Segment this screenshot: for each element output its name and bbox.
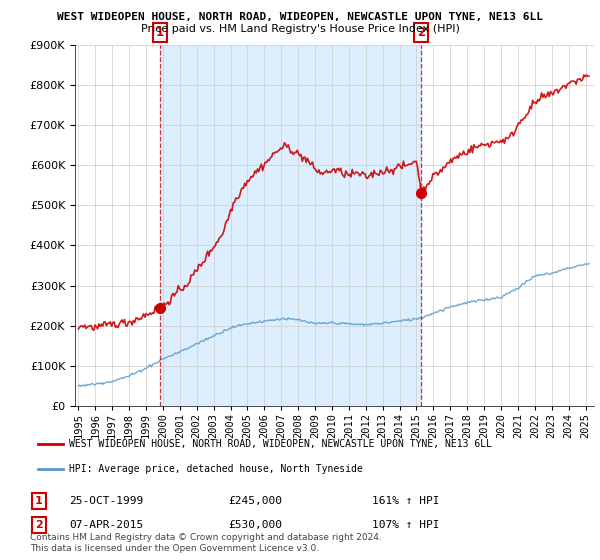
Text: 25-OCT-1999: 25-OCT-1999	[69, 496, 143, 506]
Text: HPI: Average price, detached house, North Tyneside: HPI: Average price, detached house, Nort…	[69, 464, 363, 474]
Text: Contains HM Land Registry data © Crown copyright and database right 2024.
This d: Contains HM Land Registry data © Crown c…	[30, 533, 382, 553]
Text: 1: 1	[155, 26, 164, 39]
Text: WEST WIDEOPEN HOUSE, NORTH ROAD, WIDEOPEN, NEWCASTLE UPON TYNE, NE13 6LL: WEST WIDEOPEN HOUSE, NORTH ROAD, WIDEOPE…	[69, 440, 492, 449]
Text: 1: 1	[35, 496, 43, 506]
Text: 2: 2	[417, 26, 425, 39]
Bar	[160, 45, 421, 406]
Text: £530,000: £530,000	[228, 520, 282, 530]
Text: 2: 2	[35, 520, 43, 530]
Text: WEST WIDEOPEN HOUSE, NORTH ROAD, WIDEOPEN, NEWCASTLE UPON TYNE, NE13 6LL: WEST WIDEOPEN HOUSE, NORTH ROAD, WIDEOPE…	[57, 12, 543, 22]
Text: 07-APR-2015: 07-APR-2015	[69, 520, 143, 530]
Text: 107% ↑ HPI: 107% ↑ HPI	[372, 520, 439, 530]
Text: 161% ↑ HPI: 161% ↑ HPI	[372, 496, 439, 506]
Text: Price paid vs. HM Land Registry's House Price Index (HPI): Price paid vs. HM Land Registry's House …	[140, 24, 460, 34]
Text: £245,000: £245,000	[228, 496, 282, 506]
